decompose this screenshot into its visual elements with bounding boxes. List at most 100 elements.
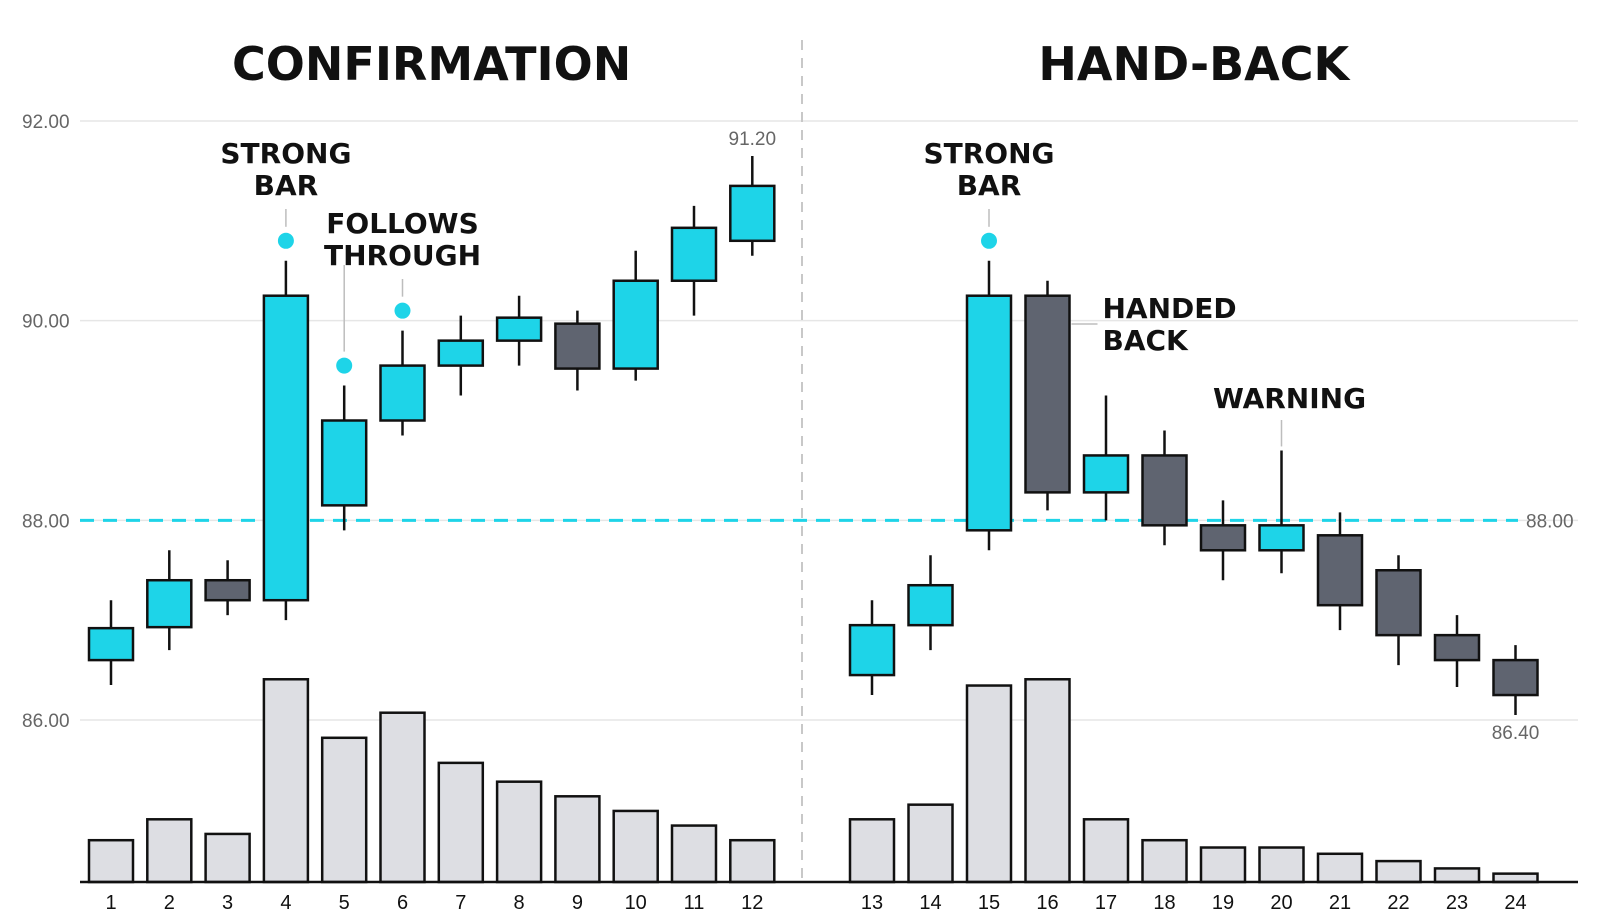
candle-body: [554, 322, 601, 370]
candle-10: [612, 250, 659, 381]
candle-9: [554, 310, 601, 391]
panel-title: CONFIRMATION: [232, 37, 631, 91]
annotation: WARNING: [1213, 382, 1366, 447]
candle-18: [1141, 430, 1188, 546]
signal-marker: [394, 302, 411, 319]
x-tick-label: 13: [861, 892, 883, 914]
candle-20: [1258, 450, 1305, 574]
candle-body: [1258, 524, 1305, 552]
x-tick-label: 2: [164, 892, 175, 914]
candle-12: [729, 155, 776, 256]
volume-bar: [848, 818, 896, 884]
x-tick-label: 22: [1387, 892, 1409, 914]
x-tick-label: 8: [514, 892, 525, 914]
value-label: 86.40: [1492, 723, 1540, 744]
candle-body: [1199, 524, 1247, 552]
candle-body: [437, 339, 485, 367]
x-tick-label: 21: [1329, 892, 1351, 914]
volume-bar: [965, 684, 1013, 884]
candle-body: [146, 578, 193, 629]
x-tick-label: 17: [1095, 892, 1117, 914]
annotation-label: FOLLOWS: [326, 207, 478, 240]
candle-body: [1141, 454, 1188, 527]
volume-bar: [907, 803, 954, 884]
candle-body: [262, 294, 310, 602]
volume-bar: [1082, 818, 1130, 884]
value-label: 91.20: [729, 129, 777, 150]
candle-16: [1024, 280, 1071, 511]
annotation-label: BAR: [957, 169, 1022, 202]
y-tick-label: 88.00: [22, 511, 70, 532]
annotation-label: BAR: [254, 169, 319, 202]
volume-bar: [729, 838, 776, 884]
candle-body: [1316, 534, 1364, 607]
x-tick-label: 5: [339, 892, 350, 914]
signal-marker: [277, 232, 294, 249]
volume-bar: [437, 761, 485, 884]
x-tick-label: 23: [1446, 892, 1468, 914]
volume-bar: [554, 795, 601, 884]
volume-bar: [146, 818, 193, 884]
x-tick-label: 16: [1036, 892, 1058, 914]
candle-19: [1199, 500, 1247, 581]
panel-title: HAND-BACK: [1038, 37, 1351, 91]
candle-23: [1433, 615, 1481, 688]
signal-marker: [981, 232, 997, 249]
volume-bar: [670, 824, 718, 884]
x-tick-label: 6: [397, 892, 408, 914]
candle-5: [320, 385, 368, 531]
signal-marker: [336, 357, 353, 374]
volume-bar: [262, 678, 310, 884]
x-tick-label: 4: [280, 892, 291, 914]
volume-bar: [204, 832, 251, 884]
annotation-label: HANDED: [1103, 292, 1237, 325]
candle-2: [146, 550, 193, 651]
candle-11: [670, 205, 718, 316]
candle-24: [1492, 645, 1539, 716]
candle-body: [1024, 294, 1071, 494]
reference-line-label: 88.00: [1526, 511, 1574, 532]
candle-body: [1492, 658, 1539, 697]
y-tick-label: 86.00: [22, 711, 70, 732]
annotation-label: WARNING: [1213, 382, 1366, 415]
x-tick-label: 18: [1153, 892, 1175, 914]
candle-15: [965, 260, 1013, 551]
candle-body: [379, 364, 426, 422]
candle-body: [1082, 454, 1130, 494]
y-tick-label: 90.00: [22, 312, 70, 333]
x-tick-label: 10: [625, 892, 647, 914]
candle-body: [204, 578, 251, 602]
candle-22: [1375, 555, 1422, 666]
candle-body: [612, 279, 659, 370]
candle-body: [1375, 569, 1422, 637]
volume-bar: [1199, 846, 1247, 884]
candle-body: [848, 623, 896, 677]
x-tick-label: 3: [222, 892, 233, 914]
x-tick-label: 19: [1212, 892, 1234, 914]
volume-bar: [1024, 678, 1071, 884]
candle-14: [907, 555, 954, 651]
candle-1: [87, 600, 135, 686]
y-tick-label: 92.00: [22, 112, 70, 133]
volume-bar: [379, 711, 426, 884]
annotation-label: THROUGH: [324, 239, 481, 272]
candle-body: [1433, 633, 1481, 662]
volume-bar: [1375, 859, 1422, 884]
volume-bar: [1258, 846, 1305, 884]
candle-body: [670, 226, 718, 282]
volume-bar: [320, 736, 368, 884]
annotation-label: STRONG: [923, 137, 1054, 170]
candle-body: [907, 583, 954, 627]
candle-6: [379, 330, 426, 436]
x-tick-label: 14: [919, 892, 941, 914]
candle-21: [1316, 512, 1364, 631]
volume-bar: [1141, 838, 1188, 884]
volume-bar: [1492, 872, 1539, 884]
candle-13: [848, 600, 896, 696]
candle-body: [729, 184, 776, 243]
